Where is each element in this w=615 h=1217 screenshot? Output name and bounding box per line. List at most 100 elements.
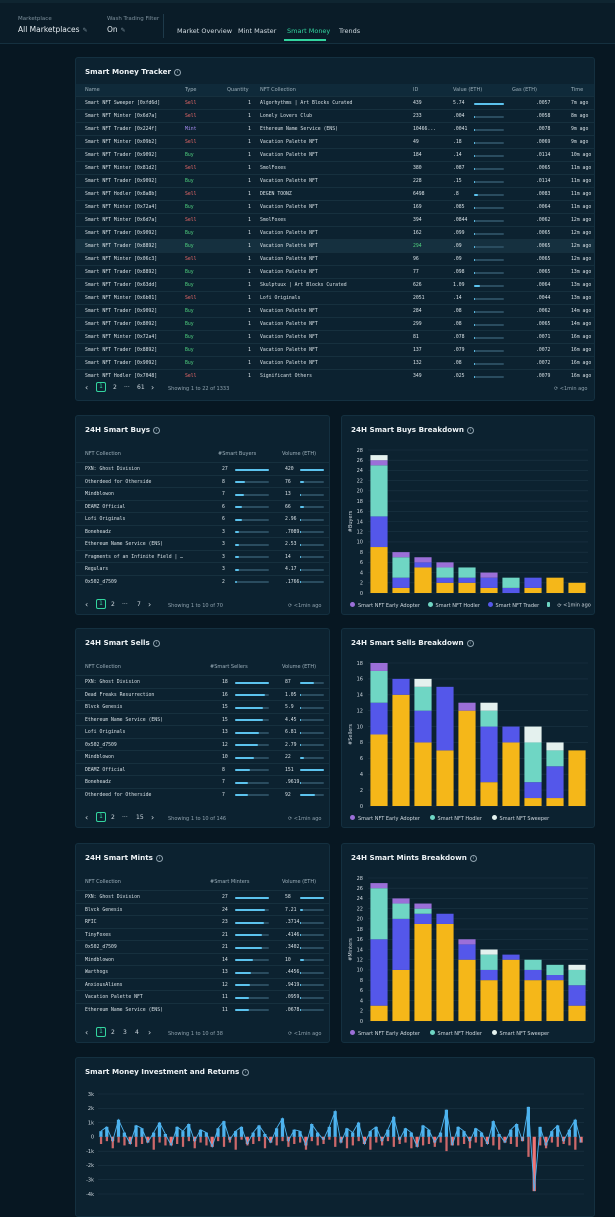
cell-name[interactable]: Smart NFT Hodler [0x8a8b] [85, 192, 158, 197]
investment-bar[interactable] [129, 1136, 132, 1140]
table-row[interactable]: Smart NFT Hodler [0x7048] Sell 1 Significan… [76, 369, 594, 382]
bar-segment[interactable] [524, 959, 542, 970]
returns-bar[interactable] [198, 1129, 203, 1137]
table-row[interactable]: Smart NFT Minter [0x6b01] Sell 1 Lofi Origi… [76, 291, 594, 304]
investment-bar[interactable] [486, 1136, 489, 1142]
cell-name[interactable]: Smart NFT Trader [0x8092] [85, 322, 158, 327]
investment-bar[interactable] [234, 1136, 237, 1150]
bar-segment[interactable] [370, 734, 388, 807]
page-last-button[interactable]: 4 [135, 1029, 139, 1036]
investment-bar[interactable] [410, 1136, 413, 1149]
page-2-button[interactable]: 2 [111, 814, 115, 821]
bar-segment[interactable] [370, 460, 388, 466]
info-icon[interactable]: i [155, 855, 163, 862]
investment-bar[interactable] [498, 1136, 501, 1150]
table-row[interactable]: Smart NFT Minter [0x72a4] Buy 1 Vacation Pa… [76, 200, 594, 213]
returns-bar[interactable] [368, 1131, 372, 1137]
investment-bar[interactable] [480, 1136, 483, 1147]
table-row[interactable]: Smart NFT Minter [0x72a4] Buy 1 Vacation Pa… [76, 330, 594, 343]
col-type[interactable]: Type [185, 87, 197, 93]
chevron-left-icon[interactable]: ‹ [85, 600, 89, 609]
investment-bar[interactable] [375, 1136, 378, 1143]
cell-collection[interactable]: RFIC [85, 920, 97, 925]
investment-bar[interactable] [503, 1136, 507, 1143]
table-row[interactable]: DEAMZ Official 8 151 [76, 762, 329, 776]
investment-bar[interactable] [539, 1136, 542, 1146]
bar-segment[interactable] [392, 678, 410, 695]
bar-segment[interactable] [370, 455, 388, 461]
investment-bar[interactable] [211, 1136, 214, 1144]
cell-collection[interactable]: AnxiousAliens [85, 982, 123, 988]
investment-bar[interactable] [345, 1136, 349, 1149]
investment-bar[interactable] [386, 1136, 390, 1142]
bar-segment[interactable] [480, 572, 498, 578]
table-row[interactable]: Smart NFT Minter [0x81d2] Sell 1 SmolFoxes 3… [76, 161, 594, 174]
returns-bar[interactable] [292, 1129, 296, 1137]
bar-segment[interactable] [436, 562, 454, 568]
returns-bar[interactable] [567, 1129, 571, 1137]
bar-segment[interactable] [524, 798, 542, 806]
returns-bar[interactable] [233, 1131, 238, 1137]
bar-segment[interactable] [392, 552, 410, 558]
returns-bar[interactable] [474, 1128, 478, 1137]
investment-bar[interactable] [170, 1136, 173, 1140]
bar-segment[interactable] [370, 888, 388, 940]
cell-collection[interactable]: Ethereum Name Service (ENS) [85, 1007, 163, 1013]
table-row[interactable]: Smart NFT Sweeper [0xfd6d] Sell 1 Algorhyth… [76, 96, 594, 109]
cell-collection[interactable]: PXN: Ghost Division [85, 895, 140, 900]
bar-segment[interactable] [370, 670, 388, 703]
investment-bar[interactable] [392, 1136, 395, 1147]
page-1-button[interactable]: 1 [96, 812, 106, 822]
cell-collection[interactable]: Vacation Palette NFT [260, 309, 318, 314]
col-quantity[interactable]: Quantity [227, 87, 249, 93]
investment-bar[interactable] [181, 1136, 185, 1147]
bar-segment[interactable] [546, 577, 564, 593]
cell-name[interactable]: Smart NFT Minter [0x6b01] [85, 296, 158, 301]
cell-collection[interactable]: Otherdeed for Otherside [85, 479, 152, 485]
investment-bar[interactable] [269, 1136, 272, 1143]
table-row[interactable]: Smart NFT Minter [0x06c3] Sell 1 Vacation P… [76, 252, 594, 265]
table-row[interactable]: Smart NFT Trader [0x9092] Buy 1 Vacation Pa… [76, 356, 594, 369]
investment-bar[interactable] [457, 1136, 460, 1146]
investment-bar[interactable] [580, 1136, 583, 1143]
legend-hodler[interactable]: Smart NFT Hodler [429, 815, 482, 822]
col-volume[interactable]: Volume (ETH) [282, 451, 317, 457]
investment-bar[interactable] [310, 1136, 313, 1142]
refresh-icon[interactable]: ⟳ [288, 603, 294, 609]
bar-segment[interactable] [392, 898, 410, 904]
returns-bar[interactable] [251, 1132, 255, 1137]
investment-bar[interactable] [176, 1136, 179, 1144]
bar-segment[interactable] [502, 742, 520, 806]
bar-segment[interactable] [480, 702, 498, 711]
investment-bar[interactable] [334, 1136, 337, 1147]
bar-segment[interactable] [458, 567, 476, 578]
cell-name[interactable]: Smart NFT Minter [0x72a4] [85, 205, 158, 210]
page-last-button[interactable]: 15 [136, 814, 144, 821]
bar-segment[interactable] [568, 750, 586, 806]
bar-segment[interactable] [480, 980, 498, 1021]
bar-segment[interactable] [524, 782, 542, 799]
bar-segment[interactable] [436, 750, 454, 806]
investment-bar[interactable] [240, 1136, 243, 1140]
table-row[interactable]: Smart NFT Trader [0x8892] Buy 1 Vacation Pa… [76, 265, 594, 278]
bar-segment[interactable] [414, 710, 432, 743]
investment-bar[interactable] [135, 1136, 138, 1147]
legend-early-adopter[interactable]: Smart NFT Early Adopter [350, 602, 420, 609]
bar-segment[interactable] [524, 980, 542, 1021]
table-row[interactable]: 0x502_d7509 12 2.79 [76, 737, 329, 751]
col-count[interactable]: #Smart Minters [210, 879, 250, 885]
col-name[interactable]: Name [85, 87, 100, 93]
tab-trends[interactable]: Trends [339, 27, 361, 35]
bar-segment[interactable] [414, 923, 432, 1021]
cell-collection[interactable]: Vacation Palette NFT [260, 244, 318, 249]
bar-segment[interactable] [414, 678, 432, 687]
bar-segment[interactable] [524, 726, 542, 743]
tab-market-overview[interactable]: Market Overview [177, 27, 233, 35]
cell-collection[interactable]: Vacation Palette NFT [260, 153, 318, 158]
returns-bar[interactable] [298, 1131, 302, 1137]
investment-bar[interactable] [550, 1136, 554, 1143]
bar-segment[interactable] [436, 923, 454, 1021]
bar-segment[interactable] [480, 587, 498, 593]
cell-name[interactable]: Smart NFT Trader [0x63dd] [85, 283, 158, 288]
cell-collection[interactable]: Mindblowon [85, 492, 114, 497]
